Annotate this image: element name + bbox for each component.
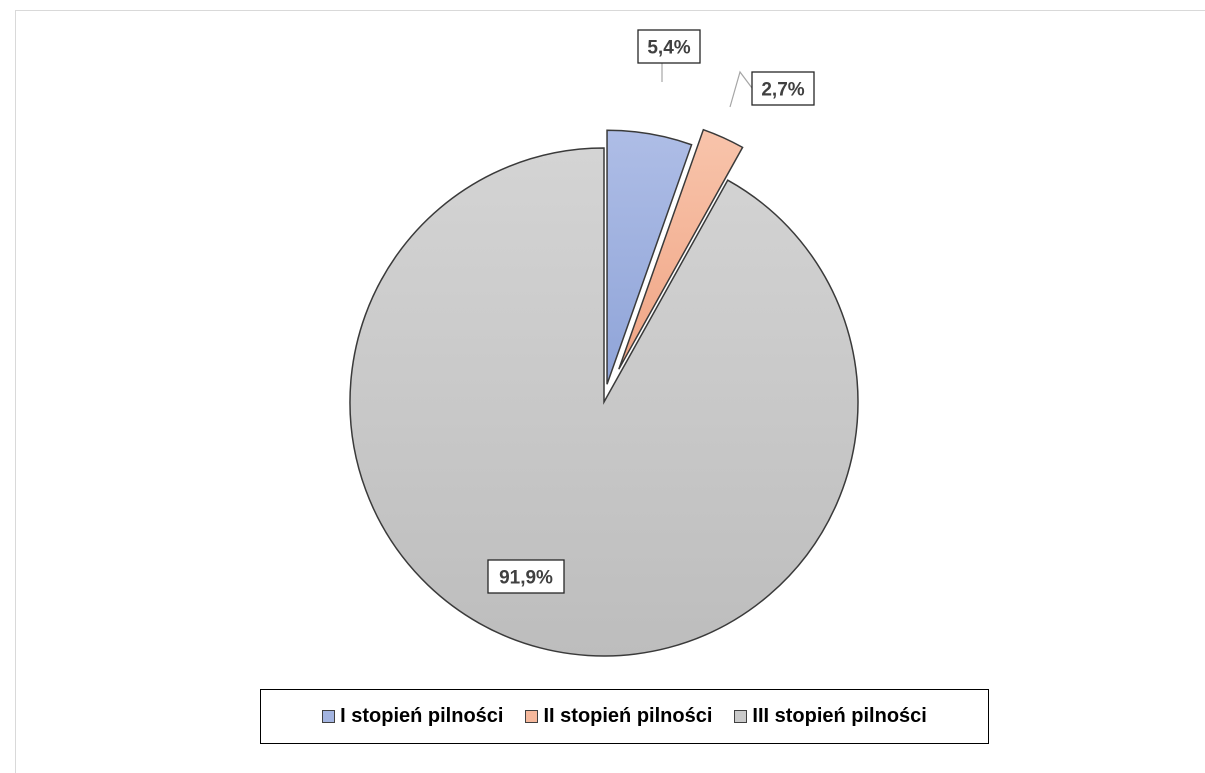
data-label-box-2 <box>751 71 815 106</box>
slices-layer <box>349 128 859 657</box>
legend: I stopień pilności II stopień pilności I… <box>260 689 989 744</box>
legend-swatch-iii-stopien <box>734 710 748 723</box>
data-labels: 5,4% 2,7% 91,9% <box>487 29 815 594</box>
legend-swatch-i-stopien <box>322 710 336 723</box>
leader-lines <box>661 63 753 108</box>
legend-label-iii-stopien: III stopień pilności <box>752 705 927 727</box>
pie-slice-2 <box>618 128 744 370</box>
chart-area <box>15 10 1205 773</box>
legend-item-ii-stopien: II stopień pilności <box>525 705 712 728</box>
legend-item-iii-stopien: III stopień pilności <box>734 705 927 728</box>
pie-slice-1 <box>606 129 693 385</box>
data-label-box-3 <box>487 559 565 594</box>
data-label-text-2: 2,7% <box>761 80 804 101</box>
data-label-1: 5,4% <box>637 29 701 64</box>
data-label-box-1 <box>637 29 701 64</box>
legend-swatch-ii-stopien <box>525 710 539 723</box>
data-label-3: 91,9% <box>487 559 565 594</box>
data-label-2: 2,7% <box>751 71 815 106</box>
data-label-text-1: 5,4% <box>647 38 690 59</box>
data-label-text-3: 91,9% <box>499 568 553 589</box>
leader-line-2 <box>729 70 753 108</box>
pie-slice-3 <box>349 147 859 657</box>
legend-label-ii-stopien: II stopień pilności <box>543 705 713 727</box>
legend-item-i-stopien: I stopień pilności <box>322 705 503 728</box>
legend-label-i-stopien: I stopień pilności <box>340 705 504 727</box>
